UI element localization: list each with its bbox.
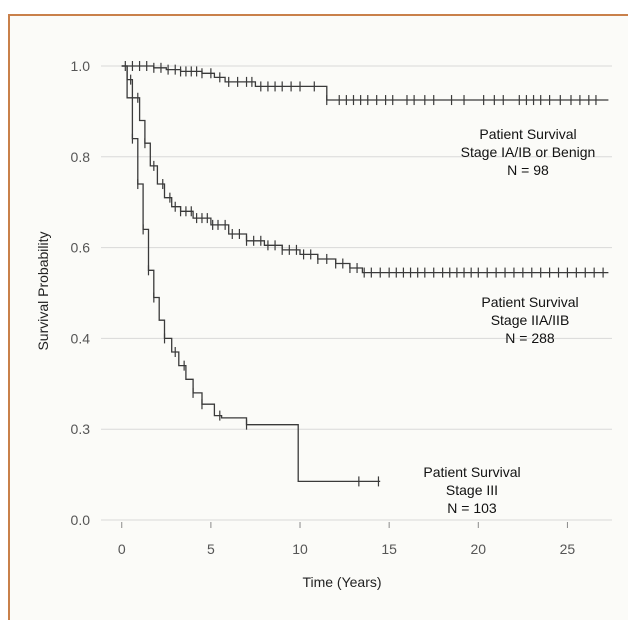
series-2-line	[121, 65, 381, 483]
x-tick-label-0: 0	[118, 541, 126, 557]
y-tick-label-4: 0.3	[71, 421, 91, 437]
series-0-line	[121, 65, 609, 101]
series-0-annotation-line-1: Stage IA/IB or Benign	[461, 144, 596, 160]
x-tick-label-3: 15	[381, 541, 397, 557]
y-tick-label-5: 0.0	[71, 512, 91, 528]
series-2-annotation: Patient Survival Stage III N = 103	[423, 464, 520, 516]
x-tick-label-4: 20	[471, 541, 487, 557]
survival-curves	[121, 61, 609, 487]
y-tick-label-1: 0.8	[71, 149, 91, 165]
series-0-annotation-line-0: Patient Survival	[479, 126, 576, 142]
x-tick-label-5: 25	[560, 541, 576, 557]
tick-labels: 1.0 0.8 0.6 0.4 0.3 0.0 0 5 10 15 20 25	[71, 58, 576, 557]
x-tick-label-1: 5	[207, 541, 215, 557]
series-1-annotation-line-0: Patient Survival	[481, 294, 578, 310]
y-tick-label-3: 0.4	[71, 330, 91, 346]
series-0-annotation-line-2: N = 98	[507, 162, 549, 178]
gridlines	[101, 65, 612, 528]
y-axis-title: Survival Probability	[35, 231, 51, 350]
chart-frame	[8, 14, 628, 620]
series-2-annotation-line-0: Patient Survival	[423, 464, 520, 480]
y-tick-label-0: 1.0	[71, 58, 91, 74]
y-tick-label-2: 0.6	[71, 240, 91, 256]
series-0-annotation: Patient Survival Stage IA/IB or Benign N =…	[461, 126, 596, 178]
series-1-annotation: Patient Survival Stage IIA/IIB N = 288	[481, 294, 578, 346]
curve-annotations: Patient Survival Stage IA/IB or Benign N =…	[423, 126, 595, 516]
series-2-annotation-line-1: Stage III	[446, 482, 498, 498]
series-1-annotation-line-2: N = 288	[505, 330, 555, 346]
series-2-annotation-line-2: N = 103	[447, 500, 497, 516]
series-1-annotation-line-1: Stage IIA/IIB	[491, 312, 570, 328]
x-axis-title: Time (Years)	[302, 574, 381, 590]
x-tick-label-2: 10	[292, 541, 308, 557]
